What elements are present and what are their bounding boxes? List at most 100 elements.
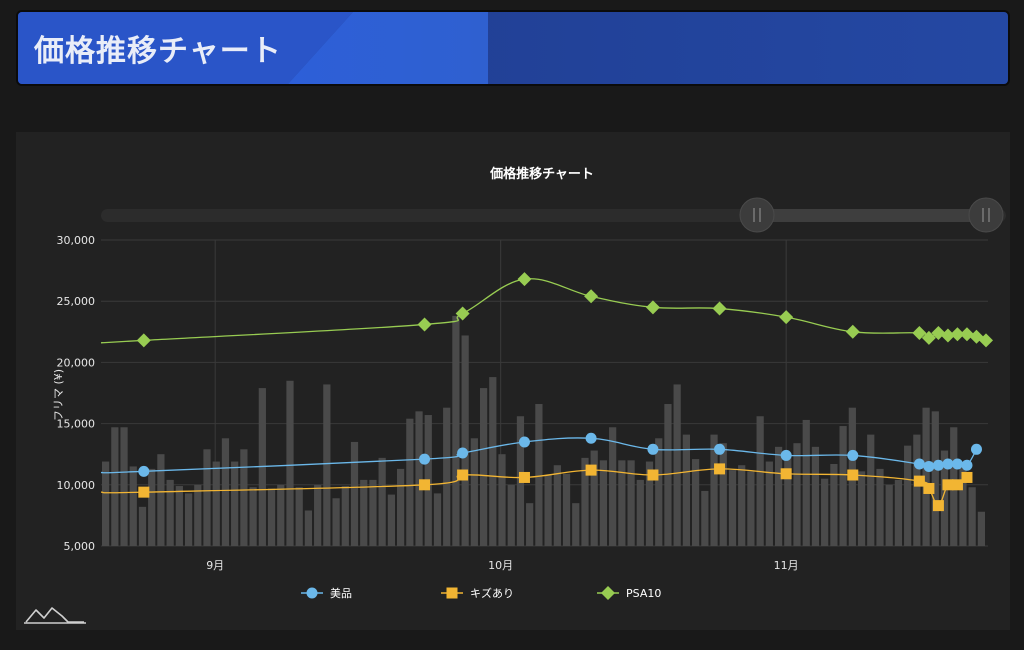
legend-label: 美品	[330, 587, 352, 600]
volume-bar	[553, 465, 561, 546]
data-point	[931, 326, 946, 341]
volume-bar	[544, 475, 552, 546]
volume-bar	[240, 449, 248, 546]
volume-bar	[479, 388, 488, 546]
volume-bar	[940, 450, 949, 546]
volume-bar	[701, 490, 709, 546]
volume-bar	[387, 494, 395, 546]
data-point	[951, 479, 963, 491]
data-point	[951, 458, 963, 470]
data-point	[942, 479, 954, 491]
series-lines	[100, 272, 993, 512]
legend-marker	[306, 587, 318, 599]
data-point	[961, 459, 973, 471]
legend-label: PSA10	[626, 587, 661, 600]
volume-bar	[894, 479, 903, 546]
zoom-handle-right[interactable]	[968, 197, 1004, 233]
volume-bar	[738, 465, 746, 546]
data-point	[940, 328, 955, 343]
data-point	[979, 333, 993, 348]
legend-marker	[601, 586, 615, 600]
volume-bar	[581, 457, 589, 546]
volume-bar	[184, 493, 193, 546]
price-chart: 価格推移チャート 5,000 10,000 15,000 20,000 25,000 30…	[24, 166, 1006, 624]
volume-bar	[802, 419, 810, 546]
volume-bar	[129, 466, 137, 546]
watermark-logo-icon	[24, 607, 86, 624]
data-point	[136, 333, 151, 348]
data-point	[455, 306, 470, 321]
volume-bar	[286, 380, 294, 546]
data-point	[950, 327, 965, 342]
x-tick-label: 10月	[488, 559, 513, 572]
volume-bar	[876, 468, 884, 546]
data-point	[417, 317, 432, 332]
volume-bar	[341, 486, 349, 546]
volume-bar	[295, 487, 303, 546]
volume-bar	[470, 438, 478, 546]
legend-marker	[446, 587, 458, 599]
volume-bar	[231, 461, 239, 546]
page-header-banner: 価格推移チャート	[16, 10, 1010, 86]
volume-bar	[747, 471, 755, 546]
volume-bar	[360, 479, 368, 546]
volume-bar	[526, 503, 534, 546]
y-tick-label: 15,000	[57, 418, 96, 431]
volume-bar	[609, 427, 617, 546]
zoom-handle-left[interactable]	[739, 197, 775, 233]
data-point	[921, 330, 936, 345]
volume-bar	[692, 459, 700, 546]
data-point	[518, 436, 530, 448]
x-axis: 9月 10月 11月	[206, 559, 798, 572]
data-point	[647, 443, 659, 455]
volume-bar	[867, 434, 875, 546]
volume-bar	[378, 457, 386, 546]
volume-bar	[977, 511, 985, 546]
data-point	[584, 289, 599, 304]
data-point	[780, 449, 792, 461]
y-tick-label: 5,000	[64, 540, 96, 553]
volume-bar	[489, 377, 497, 546]
volume-bar	[221, 438, 230, 546]
data-point	[457, 469, 469, 481]
data-point	[645, 300, 660, 315]
volume-bar	[839, 426, 847, 546]
volume-bar	[885, 484, 893, 546]
data-point	[942, 458, 954, 470]
volume-bar	[138, 506, 147, 546]
volume-bar	[959, 467, 967, 546]
data-point	[912, 326, 927, 341]
zoom-slider[interactable]	[101, 197, 1006, 233]
volume-bar	[793, 443, 801, 546]
volume-bar	[415, 411, 423, 546]
data-point	[714, 443, 726, 455]
volume-bar	[784, 454, 792, 546]
data-point	[847, 449, 859, 461]
data-point	[518, 471, 530, 483]
data-point	[961, 471, 973, 483]
zoom-slider-selection[interactable]	[757, 209, 986, 222]
volume-bar	[765, 461, 773, 546]
data-point	[419, 453, 431, 465]
volume-bar	[304, 510, 313, 546]
volume-bar	[267, 488, 276, 546]
volume-bar	[461, 335, 469, 546]
volume-bar	[931, 411, 939, 546]
page-title: 価格推移チャート	[34, 34, 282, 69]
volume-bar	[682, 434, 690, 546]
volume-bar	[249, 487, 257, 546]
chart-title: 価格推移チャート	[489, 166, 594, 182]
series-2	[100, 272, 993, 348]
volume-bar	[562, 473, 571, 546]
data-point	[970, 443, 982, 455]
data-point	[517, 272, 532, 287]
volume-bar	[922, 407, 930, 546]
data-point	[138, 465, 150, 477]
volume-bar	[590, 450, 598, 546]
volume-bar	[618, 460, 626, 546]
volume-bar	[350, 441, 359, 546]
data-point	[714, 463, 726, 475]
x-tick-label: 9月	[206, 559, 224, 572]
volume-bar	[369, 479, 377, 546]
data-point	[923, 460, 935, 472]
